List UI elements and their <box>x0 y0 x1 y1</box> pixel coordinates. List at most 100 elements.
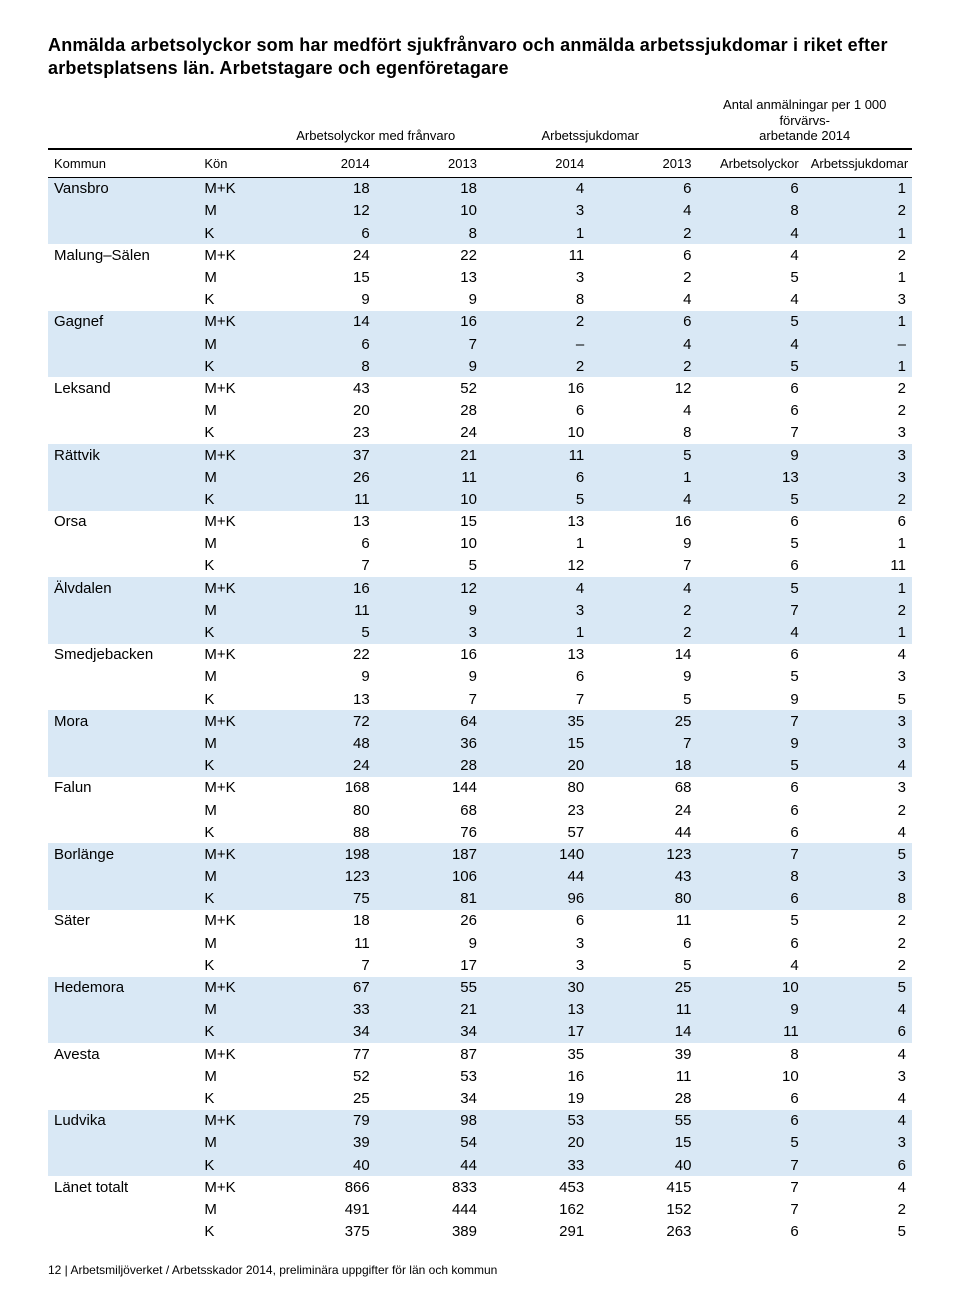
cell-value: 98 <box>376 1110 483 1132</box>
page-title: Anmälda arbetsolyckor som har medfört sj… <box>48 34 912 79</box>
cell-value: 6 <box>697 377 804 399</box>
cell-kommun <box>48 821 198 843</box>
cell-kon: K <box>198 622 268 644</box>
cell-value: 6 <box>805 1021 912 1043</box>
cell-value: 5 <box>697 311 804 333</box>
cell-value: 9 <box>376 666 483 688</box>
cell-value: 3 <box>805 444 912 466</box>
cell-value: 52 <box>376 377 483 399</box>
cell-value: 8 <box>268 355 375 377</box>
cell-value: 10 <box>697 977 804 999</box>
cell-value: 2 <box>483 355 590 377</box>
cell-value: 4 <box>805 999 912 1021</box>
cell-value: 24 <box>268 755 375 777</box>
cell-value: 13 <box>268 511 375 533</box>
cell-value: 6 <box>590 311 697 333</box>
cell-value: 28 <box>376 400 483 422</box>
cell-value: 9 <box>268 666 375 688</box>
superheader-sjukdomar: Arbetssjukdomar <box>483 93 697 149</box>
cell-kon: M+K <box>198 1110 268 1132</box>
cell-value: 2 <box>805 954 912 976</box>
cell-value: 7 <box>697 422 804 444</box>
cell-value: 13 <box>483 511 590 533</box>
cell-value: 54 <box>376 1132 483 1154</box>
cell-kommun <box>48 799 198 821</box>
cell-value: 3 <box>483 932 590 954</box>
table-row: K4044334076 <box>48 1154 912 1176</box>
cell-kommun: Smedjebacken <box>48 644 198 666</box>
cell-kon: K <box>198 222 268 244</box>
table-row: M3321131194 <box>48 999 912 1021</box>
cell-kon: M+K <box>198 1176 268 1198</box>
cell-value: 25 <box>590 977 697 999</box>
cell-kommun <box>48 1198 198 1220</box>
cell-value: 13 <box>697 466 804 488</box>
cell-value: 3 <box>805 422 912 444</box>
cell-kon: M <box>198 1132 268 1154</box>
table-row: M15133251 <box>48 267 912 289</box>
table-row: M261161133 <box>48 466 912 488</box>
cell-value: 8 <box>483 289 590 311</box>
cell-value: 18 <box>376 177 483 200</box>
cell-value: 5 <box>697 755 804 777</box>
cell-kommun <box>48 1021 198 1043</box>
cell-value: 291 <box>483 1221 590 1243</box>
cell-value: 3 <box>805 289 912 311</box>
cell-kommun: Malung–Sälen <box>48 244 198 266</box>
cell-value: 415 <box>590 1176 697 1198</box>
cell-value: 6 <box>590 244 697 266</box>
table-row: K892251 <box>48 355 912 377</box>
cell-value: 39 <box>268 1132 375 1154</box>
cell-value: 4 <box>590 400 697 422</box>
header-2013-b: 2013 <box>590 149 697 178</box>
cell-value: 6 <box>590 177 697 200</box>
cell-value: 10 <box>483 422 590 444</box>
cell-kon: M+K <box>198 244 268 266</box>
superheader-rates-line2: arbetande 2014 <box>759 128 850 143</box>
data-table: Arbetsolyckor med frånvaro Arbetssjukdom… <box>48 93 912 1243</box>
cell-value: 4 <box>590 488 697 510</box>
cell-value: 6 <box>268 533 375 555</box>
table-row: BorlängeM+K19818714012375 <box>48 843 912 865</box>
cell-value: 9 <box>697 444 804 466</box>
table-row: ÄlvdalenM+K16124451 <box>48 577 912 599</box>
cell-value: 11 <box>268 599 375 621</box>
cell-kon: M <box>198 732 268 754</box>
table-body: VansbroM+K18184661M12103482K681241Malung… <box>48 177 912 1243</box>
cell-value: 7 <box>697 843 804 865</box>
cell-kommun: Mora <box>48 710 198 732</box>
cell-value: 5 <box>697 488 804 510</box>
cell-value: 4 <box>590 200 697 222</box>
cell-value: 152 <box>590 1198 697 1220</box>
cell-value: 2 <box>805 599 912 621</box>
cell-kommun <box>48 1154 198 1176</box>
cell-value: 9 <box>697 999 804 1021</box>
cell-value: 3 <box>805 777 912 799</box>
cell-value: 24 <box>268 244 375 266</box>
table-row: K8876574464 <box>48 821 912 843</box>
table-row: Malung–SälenM+K242211642 <box>48 244 912 266</box>
cell-value: 16 <box>483 1065 590 1087</box>
cell-value: 866 <box>268 1176 375 1198</box>
table-row: M67–44– <box>48 333 912 355</box>
cell-value: 10 <box>376 200 483 222</box>
table-row: VansbroM+K18184661 <box>48 177 912 200</box>
cell-kommun <box>48 688 198 710</box>
cell-value: 11 <box>268 488 375 510</box>
cell-value: 40 <box>268 1154 375 1176</box>
cell-value: 6 <box>697 177 804 200</box>
cell-value: 8 <box>697 200 804 222</box>
table-row: Länet totaltM+K86683345341574 <box>48 1176 912 1198</box>
cell-value: 64 <box>376 710 483 732</box>
page: Anmälda arbetsolyckor som har medfört sj… <box>0 0 960 1297</box>
cell-value: 15 <box>268 267 375 289</box>
cell-kommun <box>48 466 198 488</box>
cell-value: 3 <box>805 866 912 888</box>
cell-value: 6 <box>483 400 590 422</box>
cell-value: 33 <box>483 1154 590 1176</box>
cell-kommun: Ludvika <box>48 1110 198 1132</box>
cell-value: 6 <box>805 511 912 533</box>
cell-value: 9 <box>376 355 483 377</box>
cell-value: 22 <box>268 644 375 666</box>
cell-value: 80 <box>483 777 590 799</box>
